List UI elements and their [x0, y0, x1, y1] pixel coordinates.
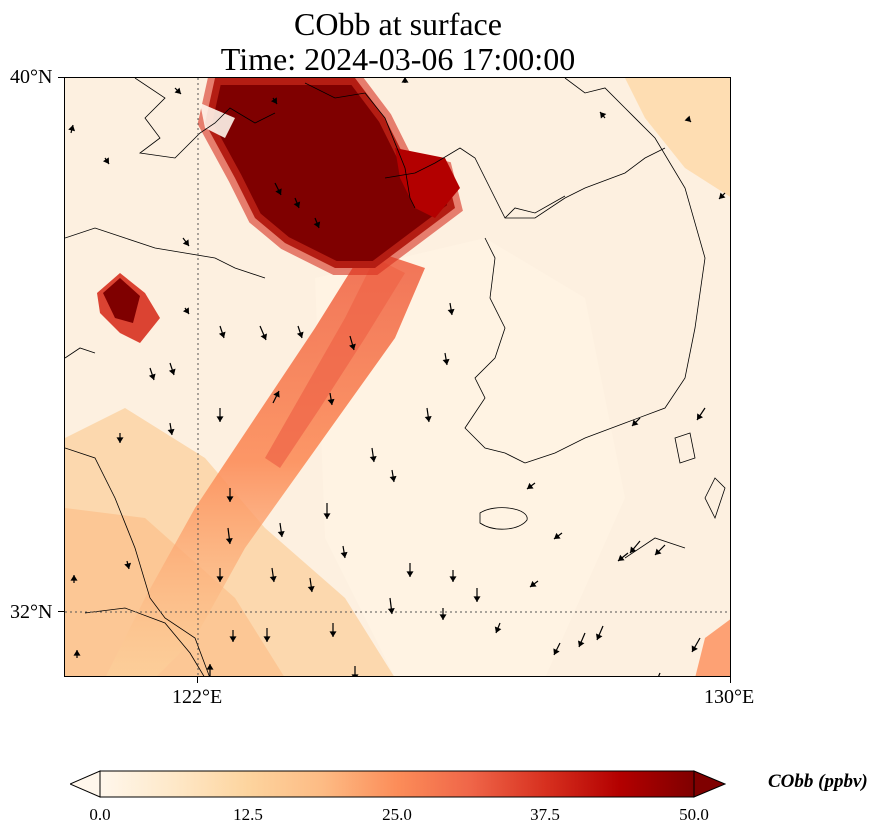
wind-arrow-head: [389, 475, 397, 482]
wind-arrow-head: [296, 331, 304, 338]
map-subtitle-time: Time: 2024-03-06 17:00:00: [220, 41, 576, 77]
wind-arrow-head: [329, 631, 337, 637]
tick-40n: [58, 77, 64, 78]
wind-arrow-head: [293, 201, 301, 208]
map-title: CObb at surface: [294, 6, 502, 42]
wind-arrow-head: [263, 636, 271, 642]
colorbar: [68, 770, 727, 798]
colorbar-extend-high: [693, 770, 727, 798]
wind-arrow-head: [553, 648, 560, 655]
wind-arrow-head: [691, 645, 698, 652]
wind-arrow-head: [632, 419, 639, 426]
wind-arrow-head: [225, 538, 233, 544]
colorbar-tick-1: 12.5: [233, 805, 263, 824]
wind-arrow-head: [340, 551, 348, 558]
wind-arrow-head: [655, 548, 662, 555]
wind-arrow-head: [124, 562, 132, 569]
wind-arrow-head: [174, 87, 181, 94]
wind-arrow-head: [697, 413, 704, 420]
wind-arrow-head: [327, 398, 335, 405]
wind-arrow-head: [182, 307, 189, 314]
wind-arrow-head: [577, 640, 585, 647]
wind-arrow-head: [473, 596, 481, 602]
wind-arrow-shaft: [658, 672, 661, 676]
wind-arrow-head: [275, 188, 282, 195]
colorbar-extend-low: [68, 770, 101, 798]
northeast-moderate-field: [625, 78, 730, 197]
wind-arrow-head: [206, 664, 214, 670]
wind-arrow-head: [269, 575, 277, 582]
wind-arrow-head: [595, 633, 603, 640]
wind-arrow-head: [260, 333, 268, 340]
wind-arrow-head: [387, 608, 395, 614]
map-panel: [64, 77, 731, 677]
wind-arrow-head: [313, 221, 321, 228]
wind-arrow-head: [273, 391, 280, 398]
lat-label-40n: 40°N: [10, 66, 53, 88]
wind-arrow-head: [168, 368, 176, 375]
wind-arrow-head: [401, 78, 409, 83]
bohai-hotspot-edge: [197, 78, 463, 275]
concentration-map: [65, 78, 730, 676]
colorbar-tick-4: 50.0: [679, 805, 709, 824]
colorbar-tick-3: 37.5: [530, 805, 560, 824]
wind-arrow-head: [554, 532, 561, 539]
wind-arrow-head: [684, 115, 691, 122]
wind-arrow-head: [68, 125, 76, 132]
wind-arrow-head: [424, 415, 432, 422]
wind-arrow-head: [226, 496, 234, 502]
wind-arrow-head: [447, 308, 455, 315]
lat-label-32n: 32°N: [10, 601, 53, 623]
shandong-hotspot: [103, 278, 140, 323]
colorbar-tick-0: 0.0: [89, 805, 111, 824]
plume-core: [265, 258, 405, 468]
wind-arrow-head: [406, 571, 414, 577]
coastlines: [65, 78, 726, 676]
wind-arrow-head: [167, 428, 175, 435]
colorbar-label: CObb (ppbv): [768, 771, 868, 792]
wind-arrow-head: [216, 416, 224, 422]
wind-vectors: [68, 78, 726, 676]
wind-arrow-head: [719, 192, 726, 199]
tick-130e: [730, 677, 731, 683]
wind-arrow-head: [116, 437, 124, 443]
wind-arrow-head: [349, 343, 356, 350]
wind-arrow-head: [148, 373, 156, 380]
wind-arrow-head: [630, 546, 637, 553]
lon-label-130e: 130°E: [704, 686, 755, 708]
lon-label-122e: 122°E: [172, 686, 223, 708]
wind-arrow-head: [70, 575, 78, 581]
colorbar-ramp: [99, 770, 695, 798]
wind-arrow-head: [216, 576, 224, 582]
wind-arrow-head: [439, 614, 447, 620]
wind-arrow-head: [618, 554, 625, 561]
yellow-sea-low-field: [315, 238, 625, 676]
gridlines: [65, 78, 730, 676]
wind-arrow-head: [600, 112, 607, 119]
colorbar-graphic: [68, 770, 727, 798]
wind-arrow-head: [442, 358, 450, 365]
colorbar-tick-2: 25.0: [382, 805, 412, 824]
tick-122e: [197, 677, 198, 683]
wind-arrow-head: [369, 455, 377, 462]
wind-arrow-head: [530, 580, 537, 587]
wind-arrow-head: [307, 585, 315, 592]
wind-arrow-head: [323, 513, 331, 519]
wind-arrow-head: [182, 239, 189, 246]
wind-arrow-head: [73, 650, 81, 656]
wind-arrow-head: [449, 576, 457, 582]
wind-arrow-head: [229, 636, 237, 642]
southeast-corner-field: [695, 619, 730, 676]
wind-arrow-head: [218, 331, 226, 338]
tick-32n: [58, 611, 64, 612]
wind-arrow-head: [277, 530, 285, 537]
wind-arrow-head: [351, 674, 359, 676]
wind-arrow-head: [494, 626, 502, 633]
wind-arrow-head: [527, 482, 534, 489]
wind-arrow-head: [102, 157, 109, 164]
wind-arrow-head: [270, 97, 277, 104]
